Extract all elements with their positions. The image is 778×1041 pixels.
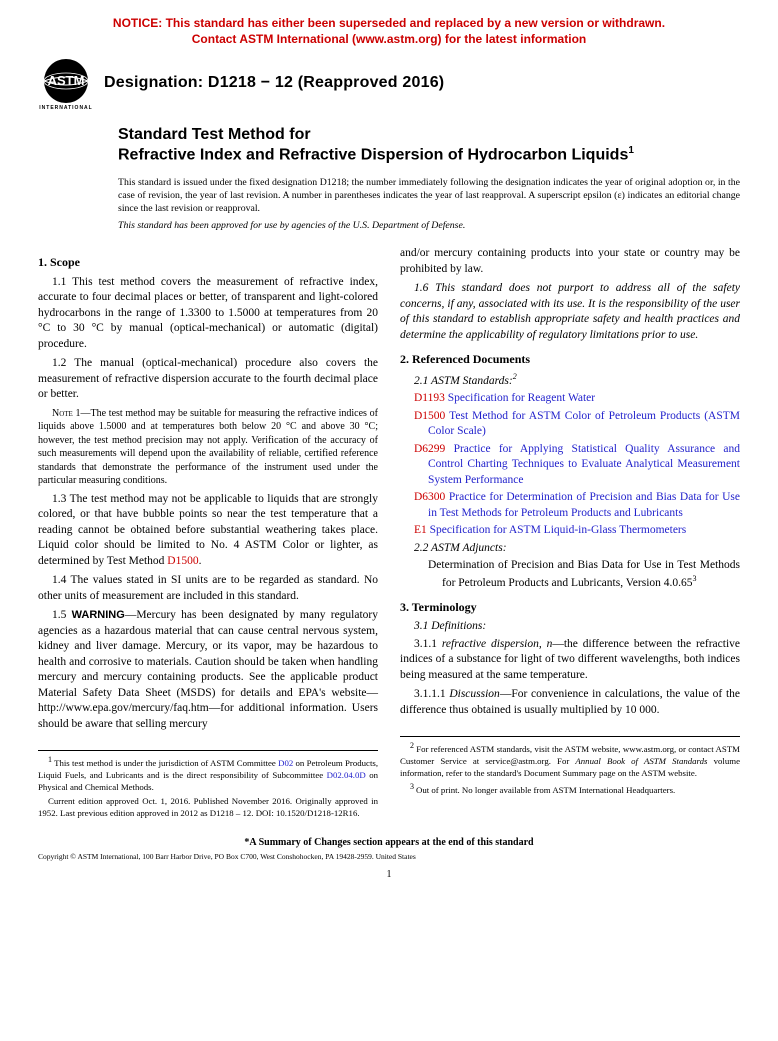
term-p311-lead: 3.1.1: [414, 638, 442, 650]
note1-label: Note 1—: [52, 408, 91, 419]
notice-line-2: Contact ASTM International (www.astm.org…: [38, 32, 740, 48]
scope-note1: Note 1—The test method may be suitable f…: [38, 407, 378, 488]
refs-sub21-text: 2.1 ASTM Standards:: [414, 375, 513, 387]
note1-body: The test method may be suitable for meas…: [38, 408, 378, 487]
ref-code-2[interactable]: D6299: [414, 443, 445, 455]
scope-p3-ref[interactable]: D1500: [167, 555, 198, 567]
warning-label: WARNING: [72, 609, 125, 621]
fn2-italic: Annual Book of ASTM Standards: [575, 756, 707, 766]
header-row: ASTM INTERNATIONAL Designation: D1218 − …: [38, 55, 740, 111]
footnotes-right: 2 For referenced ASTM standards, visit t…: [400, 736, 740, 796]
scope-p5-lead: 1.5: [52, 609, 72, 621]
ref-title-0[interactable]: Specification for Reagent Water: [448, 392, 595, 404]
scope-p6: 1.6 This standard does not purport to ad…: [400, 281, 740, 343]
footnote-1a: 1 This test method is under the jurisdic…: [38, 755, 378, 794]
content-columns: 1. Scope 1.1 This test method covers the…: [38, 246, 740, 821]
notice-line-1: NOTICE: This standard has either been su…: [38, 16, 740, 32]
copyright-line: Copyright © ASTM International, 100 Barr…: [38, 852, 740, 862]
ref-adjunct-sup: 3: [693, 574, 697, 583]
footnote-1b: Current edition approved Oct. 1, 2016. P…: [38, 796, 378, 820]
footnotes-left: 1 This test method is under the jurisdic…: [38, 750, 378, 819]
ref-item-4: E1 Specification for ASTM Liquid-in-Glas…: [414, 523, 740, 539]
term-p311: 3.1.1 refractive dispersion, n—the diffe…: [400, 637, 740, 684]
ref-adjunct: Determination of Precision and Bias Data…: [414, 558, 740, 591]
summary-line: *A Summary of Changes section appears at…: [38, 836, 740, 850]
designation-text: Designation: D1218 − 12 (Reapproved 2016…: [104, 72, 444, 94]
fn1-link1[interactable]: D02: [278, 758, 293, 768]
title-prefix: Standard Test Method for: [118, 125, 740, 145]
fn2-text: For referenced ASTM standards, visit the…: [400, 744, 740, 778]
column-left: 1. Scope 1.1 This test method covers the…: [38, 246, 378, 821]
scope-p5-continuation: and/or mercury containing products into …: [400, 246, 740, 277]
term-p3111-term: Discussion: [449, 688, 499, 700]
scope-p5-body: —Mercury has been designated by many reg…: [38, 609, 378, 730]
title-main-text: Refractive Index and Refractive Dispersi…: [118, 147, 628, 164]
scope-p2: 1.2 The manual (optical-mechanical) proc…: [38, 356, 378, 403]
ref-code-4[interactable]: E1: [414, 524, 427, 536]
refs-heading: 2. Referenced Documents: [400, 351, 740, 367]
scope-p3-text-b: .: [199, 555, 202, 567]
refs-sub22: 2.2 ASTM Adjuncts:: [400, 541, 740, 557]
ref-code-0[interactable]: D1193: [414, 392, 445, 404]
title-main: Refractive Index and Refractive Dispersi…: [118, 145, 740, 165]
footnote-3: 3 Out of print. No longer available from…: [400, 782, 740, 797]
scope-p3: 1.3 The test method may not be applicabl…: [38, 492, 378, 570]
term-sub31: 3.1 Definitions:: [400, 619, 740, 635]
footnote-2: 2 For referenced ASTM standards, visit t…: [400, 741, 740, 780]
ref-item-1: D1500 Test Method for ASTM Color of Petr…: [414, 409, 740, 440]
ref-title-4[interactable]: Specification for ASTM Liquid-in-Glass T…: [430, 524, 687, 536]
scope-p3-text-a: 1.3 The test method may not be applicabl…: [38, 493, 378, 567]
ref-item-2: D6299 Practice for Applying Statistical …: [414, 442, 740, 489]
term-p3111: 3.1.1.1 Discussion—For convenience in ca…: [400, 687, 740, 718]
ref-title-3[interactable]: Practice for Determination of Precision …: [428, 491, 740, 519]
refs-sub21-sup: 2: [513, 372, 517, 381]
scope-p5: 1.5 WARNING—Mercury has been designated …: [38, 608, 378, 732]
notice-banner: NOTICE: This standard has either been su…: [38, 16, 740, 47]
ref-title-1[interactable]: Test Method for ASTM Color of Petroleum …: [428, 410, 740, 438]
title-block: Standard Test Method for Refractive Inde…: [118, 125, 740, 165]
ref-code-3[interactable]: D6300: [414, 491, 445, 503]
issue-note: This standard is issued under the fixed …: [118, 176, 740, 216]
refs-sub21: 2.1 ASTM Standards:2: [400, 372, 740, 389]
dod-approval-note: This standard has been approved for use …: [118, 219, 740, 232]
logo-text-bottom: INTERNATIONAL: [39, 105, 92, 111]
scope-p1: 1.1 This test method covers the measurem…: [38, 275, 378, 353]
logo-text-top: ASTM: [48, 73, 85, 88]
fn3-text: Out of print. No longer available from A…: [416, 785, 675, 795]
ref-item-0: D1193 Specification for Reagent Water: [414, 391, 740, 407]
ref-code-1[interactable]: D1500: [414, 410, 445, 422]
ref-item-3: D6300 Practice for Determination of Prec…: [414, 490, 740, 521]
term-heading: 3. Terminology: [400, 599, 740, 615]
column-right: and/or mercury containing products into …: [400, 246, 740, 821]
title-superscript: 1: [628, 145, 634, 156]
ref-title-2[interactable]: Practice for Applying Statistical Qualit…: [428, 443, 740, 486]
fn1-text-a: This test method is under the jurisdicti…: [54, 758, 278, 768]
term-p3111-lead: 3.1.1.1: [414, 688, 449, 700]
term-p311-term: refractive dispersion, n: [442, 638, 552, 650]
scope-p4: 1.4 The values stated in SI units are to…: [38, 573, 378, 604]
fn1-link2[interactable]: D02.04.0D: [327, 770, 366, 780]
page-number: 1: [38, 868, 740, 882]
scope-heading: 1. Scope: [38, 254, 378, 270]
astm-logo: ASTM INTERNATIONAL: [38, 55, 94, 111]
